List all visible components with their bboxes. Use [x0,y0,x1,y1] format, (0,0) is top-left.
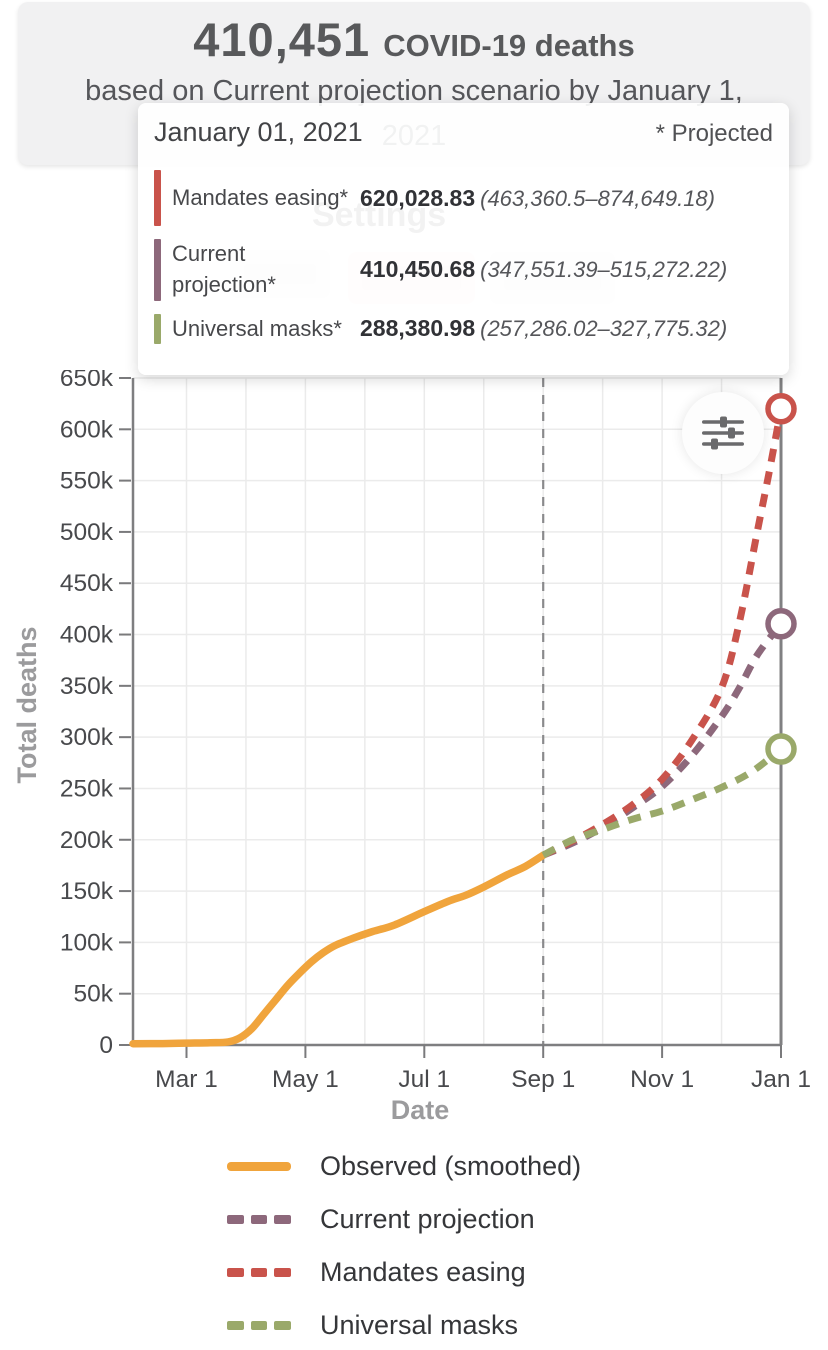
projection-chart[interactable]: Date Total deaths 0 50k 100k 150k 200k 250k 30… [0,370,828,1142]
tooltip-row-universal-masks: Universal masks* 288,380.98 (257,286.02–… [154,313,773,345]
tooltip-projected-note: * Projected [655,120,773,147]
x-tick-label: Nov 1 [630,1066,694,1093]
tooltip-row-range: (257,286.02–327,775.32) [480,316,728,342]
tooltip-row-value: 620,028.83 [360,184,476,211]
legend-label: Mandates easing [320,1257,526,1287]
y-tick-label: 400k [60,622,114,649]
current-projection-color-bar [154,239,161,301]
y-tick-label: 550k [60,468,114,495]
series-masks-line [541,746,784,859]
tooltip-row-values: 410,450.68 (347,551.39–515,272.22) [360,256,727,283]
observed-line-swatch [227,1162,291,1171]
endpoint-marker-current [765,608,797,640]
sliders-icon [702,416,744,450]
chart-legend: Observed (smoothed) Current projection M… [227,1140,581,1350]
x-tick-label: May 1 [272,1066,339,1093]
tooltip-row-range: (463,360.5–874,649.18) [480,185,715,211]
deaths-label: COVID-19 deaths [383,28,635,63]
legend-label: Current projection [320,1204,535,1234]
y-tick-label: 50k [73,981,113,1008]
y-tick-label: 650k [60,370,114,392]
mandates-easing-color-bar [154,170,161,226]
y-tick-label: 600k [60,416,114,443]
tooltip-row-value: 288,380.98 [360,315,476,342]
tooltip-row-values: 620,028.83 (463,360.5–874,649.18) [360,185,715,212]
tooltip-row-label: Universal masks* [172,315,342,341]
x-tick-label: Jan 1 [751,1066,811,1093]
summary-title: 410,451 COVID-19 deaths [18,12,810,67]
universal-masks-swatch [227,1321,292,1330]
y-tick-label: 0 [99,1032,113,1059]
y-tick-label: 350k [60,673,114,700]
tooltip-row-range: (347,551.39–515,272.22) [480,257,728,283]
legend-item-observed: Observed (smoothed) [227,1140,581,1193]
legend-item-mandates-easing: Mandates easing [227,1246,581,1299]
endpoint-marker-masks [765,733,797,765]
tooltip-row-label: Mandates easing* [172,184,349,210]
y-tick-label: 250k [60,775,114,802]
x-axis-title: Date [391,1095,450,1125]
chart-tooltip: January 01, 2021 * Projected Mandates ea… [138,103,789,375]
mandates-easing-swatch [227,1268,292,1277]
tooltip-row-mandates-easing: Mandates easing* 620,028.83 (463,360.5–8… [154,170,773,226]
legend-label: Universal masks [320,1310,519,1340]
x-tick-label: Sep 1 [511,1066,575,1093]
y-tick-label: 100k [60,929,114,956]
universal-masks-color-bar [154,313,161,345]
legend-item-current-projection: Current projection [227,1193,581,1246]
y-tick-label: 500k [60,519,114,546]
tooltip-row-values: 288,380.98 (257,286.02–327,775.32) [360,315,727,342]
chart-settings-button[interactable] [682,392,764,474]
tooltip-row-label: Current projection* [172,241,276,297]
x-tick-label: Mar 1 [155,1066,218,1093]
series-observed-line [129,851,547,1048]
deaths-total: 410,451 [193,13,371,66]
tooltip-row-value: 410,450.68 [360,256,476,283]
x-tick-label: Jul 1 [398,1066,450,1093]
current-projection-swatch [227,1215,292,1224]
chart-area: Date Total deaths 0 50k 100k 150k 200k 250k 30… [0,370,828,1142]
summary-subtitle-line1: based on Current projection scenario by … [85,75,743,107]
tooltip-rows: Mandates easing* 620,028.83 (463,360.5–8… [154,170,773,345]
legend-label: Observed (smoothed) [320,1151,582,1181]
y-tick-label: 450k [60,570,114,597]
y-tick-label: 150k [60,878,114,905]
y-tick-label: 200k [60,827,114,854]
endpoint-marker-mandates [765,393,797,425]
tooltip-date: January 01, 2021 [154,117,363,147]
tooltip-header: January 01, 2021 * Projected [154,117,773,148]
tooltip-row-current-projection: Current projection* 410,450.68 (347,551.… [154,239,773,301]
y-axis-title: Total deaths [12,626,42,783]
y-tick-label: 300k [60,724,114,751]
legend-item-universal-masks: Universal masks [227,1299,581,1350]
